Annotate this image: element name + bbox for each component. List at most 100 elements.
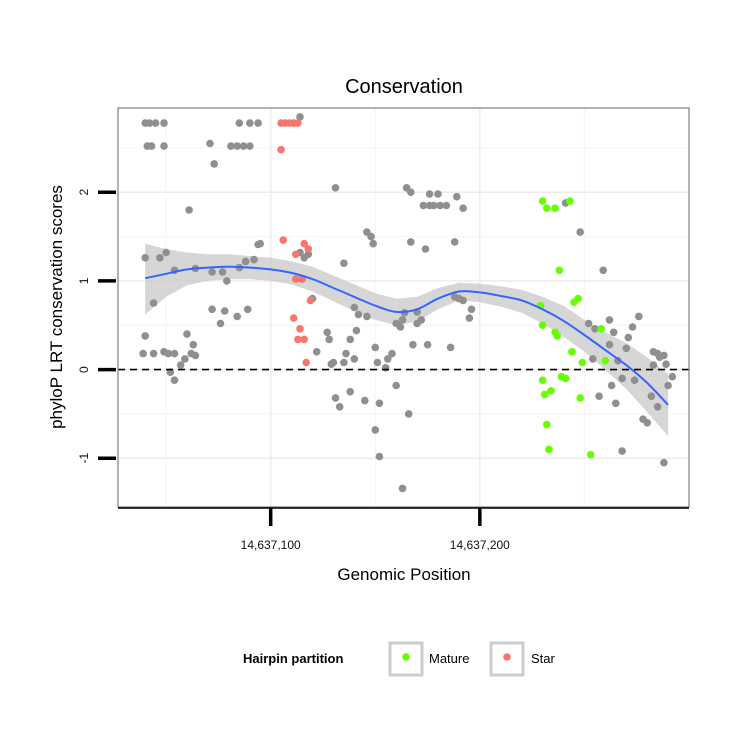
point-other [453, 192, 461, 201]
point-other [254, 119, 262, 127]
point-other [141, 332, 149, 340]
point-other [668, 372, 677, 381]
point-other [605, 340, 614, 349]
point-other [243, 305, 252, 314]
x-axis-title: Genomic Position [337, 565, 470, 584]
point-mature [543, 204, 551, 212]
y-tick-label: 2 [77, 189, 91, 196]
point-other [409, 340, 417, 349]
point-other [149, 299, 158, 307]
point-other [392, 381, 401, 390]
point-star [302, 358, 311, 367]
y-tick-label: -1 [77, 453, 91, 464]
point-other [446, 343, 455, 352]
point-mature [540, 390, 549, 399]
confidence-ribbon [145, 243, 669, 437]
point-mature [601, 356, 610, 365]
point-other [296, 113, 304, 121]
point-other [618, 447, 626, 455]
point-mature [538, 376, 547, 385]
y-axis-title: phyloP LRT conservation scores [47, 185, 66, 429]
point-other [312, 348, 321, 356]
point-other [162, 248, 170, 257]
point-other [191, 351, 200, 360]
point-other [430, 201, 438, 210]
point-other [160, 119, 168, 127]
point-other [434, 190, 442, 198]
point-other [250, 255, 258, 264]
point-other [350, 355, 359, 363]
point-other [660, 351, 668, 360]
point-other [164, 349, 172, 358]
point-other [664, 381, 672, 390]
point-other [635, 312, 643, 321]
point-other [183, 330, 191, 338]
point-other [404, 410, 413, 418]
point-star [292, 275, 300, 283]
point-other [371, 343, 380, 352]
point-other [350, 303, 359, 312]
point-other [576, 228, 584, 236]
point-other [595, 392, 603, 401]
point-other [609, 328, 618, 337]
legend-title: Hairpin partition [243, 651, 343, 666]
point-other [589, 355, 597, 363]
point-other [367, 232, 375, 241]
point-other [208, 268, 216, 276]
point-other [325, 335, 334, 344]
point-star [294, 335, 302, 344]
point-other [622, 344, 631, 353]
point-other [467, 305, 476, 314]
point-star [292, 250, 300, 259]
data-points [139, 113, 677, 493]
point-other [354, 310, 363, 319]
point-other [233, 142, 241, 150]
point-other [425, 190, 434, 198]
point-other [459, 204, 467, 212]
point-mature [597, 325, 605, 333]
point-other [361, 396, 369, 405]
point-other [465, 314, 474, 322]
point-other [352, 326, 361, 335]
point-other [239, 142, 248, 150]
point-other [398, 316, 407, 324]
point-other [649, 361, 658, 369]
point-other [241, 257, 250, 266]
point-other [210, 160, 218, 168]
point-other [160, 142, 168, 150]
legend-key-star: Star [489, 641, 556, 677]
point-other [304, 250, 313, 259]
y-tick-label: 1 [77, 277, 91, 284]
point-other [141, 253, 149, 262]
point-other [375, 399, 384, 408]
point-other [342, 349, 350, 358]
legend-key-mature: Mature [388, 641, 469, 677]
point-other [185, 206, 193, 214]
point-star [300, 239, 309, 248]
point-other [149, 349, 158, 358]
point-other [369, 239, 378, 248]
point-other [218, 268, 227, 276]
point-other [145, 119, 154, 127]
point-other [371, 426, 380, 434]
point-mature [566, 197, 574, 205]
point-mature [574, 294, 582, 303]
point-mature [547, 387, 555, 395]
plot-panel [117, 107, 690, 508]
point-other [327, 360, 336, 369]
legend-key-box-mature [388, 641, 424, 677]
point-other [584, 319, 593, 328]
legend-swatch-mature [402, 653, 410, 661]
point-other [643, 419, 651, 427]
x-tick-label: 14,637,100 [241, 538, 301, 552]
point-other [630, 376, 639, 385]
point-star [300, 335, 309, 344]
point-other [421, 245, 430, 253]
x-tick-label: 14,637,200 [450, 538, 510, 552]
point-mature [545, 445, 553, 454]
point-other [624, 333, 633, 342]
point-other [346, 387, 355, 396]
point-mature [561, 374, 570, 383]
point-other [331, 394, 340, 402]
